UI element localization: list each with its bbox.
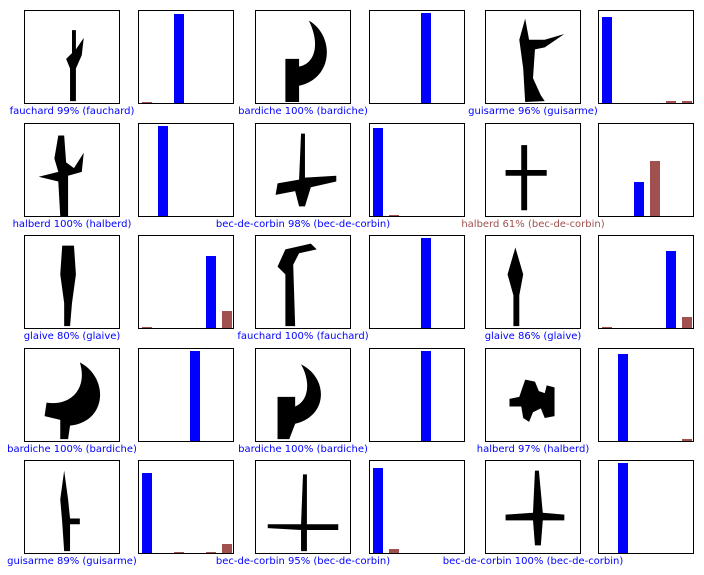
sample-image-13 bbox=[24, 460, 120, 554]
sample-image-10 bbox=[24, 348, 120, 442]
probability-bar-chart-6 bbox=[598, 123, 694, 217]
prediction-caption: guisarme 96% (guisarme) bbox=[468, 106, 598, 117]
bardiche-silhouette-icon bbox=[285, 20, 327, 103]
probability-bar bbox=[634, 181, 644, 216]
probability-bar bbox=[666, 250, 676, 328]
probability-bar bbox=[389, 215, 399, 216]
sample-image-3 bbox=[485, 10, 581, 104]
probability-bar bbox=[158, 126, 168, 216]
fauchard-hook-silhouette-icon bbox=[277, 243, 317, 327]
probability-bar bbox=[682, 317, 692, 328]
bardiche-2-silhouette-icon bbox=[44, 362, 101, 440]
probability-bar bbox=[190, 351, 200, 441]
probability-bar bbox=[666, 101, 676, 103]
glaive-2-silhouette-icon bbox=[507, 247, 524, 327]
sample-image-14 bbox=[255, 460, 351, 554]
prediction-caption: halberd 100% (halberd) bbox=[12, 219, 132, 230]
prediction-caption: glaive 80% (glaive) bbox=[23, 331, 121, 342]
probability-bar bbox=[682, 101, 692, 103]
fauchard-silhouette-icon bbox=[66, 30, 84, 102]
prediction-caption: halberd 97% (halberd) bbox=[476, 444, 590, 455]
probability-bar-chart-3 bbox=[598, 10, 694, 104]
prediction-caption: bec-de-corbin 98% (bec-de-corbin) bbox=[215, 219, 391, 230]
probability-bar-chart-15 bbox=[598, 460, 694, 554]
prediction-caption: glaive 86% (glaive) bbox=[484, 331, 582, 342]
probability-bar bbox=[618, 463, 628, 553]
probability-bar-chart-10 bbox=[138, 348, 234, 442]
guisarme-silhouette-icon bbox=[519, 18, 565, 103]
bec-de-corbin-3-silhouette-icon bbox=[505, 470, 565, 546]
sample-image-15 bbox=[485, 460, 581, 554]
glaive-silhouette-icon bbox=[60, 245, 76, 327]
sample-image-6 bbox=[485, 123, 581, 217]
probability-bar bbox=[206, 552, 216, 553]
bec-de-corbin-2-silhouette-icon bbox=[267, 474, 339, 552]
guisarme-2-silhouette-icon bbox=[60, 470, 80, 552]
prediction-caption: bec-de-corbin 100% (bec-de-corbin) bbox=[442, 556, 624, 567]
probability-bar bbox=[142, 472, 152, 553]
probability-bar bbox=[389, 549, 399, 553]
halberd-silhouette-icon bbox=[38, 135, 84, 216]
bec-de-corbin-silhouette-icon bbox=[275, 133, 337, 207]
sample-image-2 bbox=[255, 10, 351, 104]
probability-bar bbox=[174, 13, 184, 103]
probability-bar-chart-1 bbox=[138, 10, 234, 104]
probability-bar-chart-7 bbox=[138, 235, 234, 329]
sample-image-11 bbox=[255, 348, 351, 442]
probability-bar bbox=[602, 16, 612, 103]
prediction-caption: fauchard 100% (fauchard) bbox=[237, 331, 369, 342]
probability-bar-chart-5 bbox=[369, 123, 465, 217]
bardiche-3-silhouette-icon bbox=[277, 364, 321, 440]
probability-bar-chart-4 bbox=[138, 123, 234, 217]
probability-bar bbox=[206, 256, 216, 328]
prediction-caption: bardiche 100% (bardiche) bbox=[7, 444, 137, 455]
probability-bar bbox=[421, 351, 431, 441]
prediction-caption: bardiche 100% (bardiche) bbox=[238, 106, 368, 117]
probability-bar-chart-12 bbox=[598, 348, 694, 442]
probability-bar-chart-11 bbox=[369, 348, 465, 442]
probability-bar bbox=[222, 544, 232, 553]
probability-bar bbox=[618, 353, 628, 441]
probability-bar-chart-13 bbox=[138, 460, 234, 554]
prediction-caption: halberd 61% (bec-de-corbin) bbox=[461, 219, 605, 230]
probability-bar bbox=[421, 13, 431, 103]
sample-image-7 bbox=[24, 235, 120, 329]
probability-bar bbox=[373, 467, 383, 553]
prediction-caption: bardiche 100% (bardiche) bbox=[238, 444, 368, 455]
probability-bar bbox=[174, 552, 184, 553]
probability-bar-chart-9 bbox=[598, 235, 694, 329]
probability-bar bbox=[650, 161, 660, 216]
probability-bar bbox=[373, 127, 383, 216]
prediction-caption: fauchard 99% (fauchard) bbox=[9, 106, 135, 117]
probability-bar bbox=[682, 439, 692, 441]
probability-bar bbox=[142, 102, 152, 103]
halberd-wrong-silhouette-icon bbox=[505, 145, 547, 211]
sample-image-5 bbox=[255, 123, 351, 217]
probability-bar bbox=[602, 327, 612, 328]
probability-bar-chart-14 bbox=[369, 460, 465, 554]
sample-image-8 bbox=[255, 235, 351, 329]
sample-image-4 bbox=[24, 123, 120, 217]
halberd-2-silhouette-icon bbox=[509, 379, 555, 422]
probability-bar bbox=[142, 327, 152, 328]
prediction-caption: bec-de-corbin 95% (bec-de-corbin) bbox=[215, 556, 391, 567]
probability-bar bbox=[222, 310, 232, 328]
sample-image-1 bbox=[24, 10, 120, 104]
probability-bar-chart-2 bbox=[369, 10, 465, 104]
sample-image-12 bbox=[485, 348, 581, 442]
probability-bar-chart-8 bbox=[369, 235, 465, 329]
prediction-caption: guisarme 89% (guisarme) bbox=[7, 556, 137, 567]
sample-image-9 bbox=[485, 235, 581, 329]
probability-bar bbox=[421, 238, 431, 328]
